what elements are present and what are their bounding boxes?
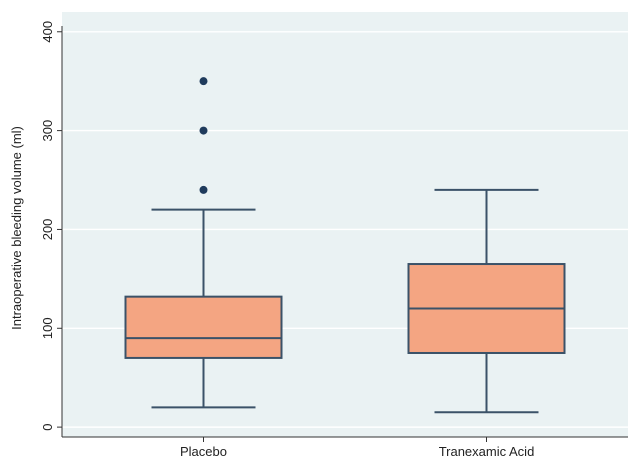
outlier-point (199, 126, 208, 135)
box-series (124, 77, 566, 414)
x-tick-label-tranexamic-acid: Tranexamic Acid (439, 444, 535, 459)
box-tranexamic-acid (407, 188, 566, 414)
y-ticks: 0 100 200 300 400 (40, 21, 62, 431)
y-axis-label: Intraoperative bleeding volume (ml) (9, 126, 24, 330)
y-tick-label-400: 400 (40, 21, 55, 43)
x-ticks: Placebo Tranexamic Acid (180, 437, 534, 459)
y-tick-label-300: 300 (40, 120, 55, 142)
outlier-point (199, 185, 208, 194)
y-tick-label-200: 200 (40, 219, 55, 241)
outlier-point (199, 77, 208, 86)
iqr-box (124, 295, 283, 359)
plot-area (62, 12, 628, 437)
y-tick-label-0: 0 (40, 423, 55, 430)
y-tick-label-100: 100 (40, 317, 55, 339)
x-tick-label-placebo: Placebo (180, 444, 227, 459)
box-placebo (124, 77, 283, 409)
